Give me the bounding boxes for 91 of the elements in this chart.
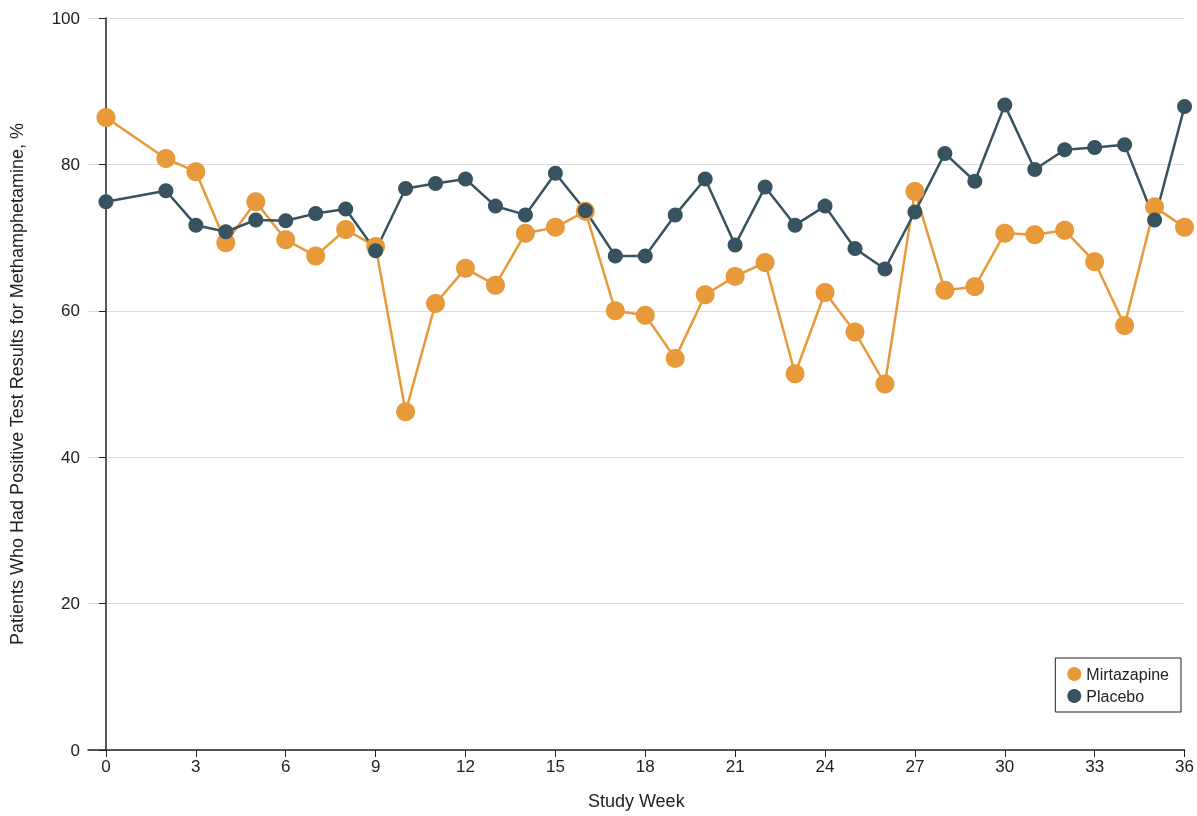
point [278,213,294,229]
point [517,207,533,223]
point [545,217,565,237]
point [396,402,416,422]
point [847,241,863,257]
point [1027,162,1043,178]
point [1175,217,1195,237]
point [458,171,473,187]
point [665,348,685,368]
point [667,207,683,223]
point [995,223,1015,243]
point [695,285,715,305]
point [96,108,116,128]
point [306,246,326,266]
x-tick-label: 15 [545,757,565,776]
point [907,204,923,220]
point [725,266,745,286]
point [308,205,324,221]
point [1117,137,1133,153]
point [815,283,835,302]
y-axis-title: Patients Who Had Positive Test Results for Methamphetamine, % [7,123,27,645]
point [605,301,625,321]
point [246,192,266,212]
x-tick-label: 12 [456,757,475,776]
point [607,248,623,264]
point [1147,212,1163,228]
point [515,223,535,243]
point [188,217,204,233]
point [1025,225,1045,245]
point [487,198,503,214]
point [98,194,114,210]
point [1087,140,1103,156]
point [845,322,865,342]
point [218,224,234,240]
y-tick-label: 40 [61,447,80,467]
point [426,293,446,313]
point [1115,315,1135,335]
point [935,280,955,300]
x-axis-title: Study Week [587,791,686,811]
y-tick-label: 0 [70,740,80,760]
point [967,173,983,189]
x-tick-label: 6 [281,757,291,776]
point [248,212,264,228]
point [186,162,206,182]
point [787,217,803,233]
point [1085,252,1105,272]
point [937,145,953,161]
y-tick-label: 100 [51,8,80,28]
point [1145,197,1165,217]
point [697,171,713,187]
point [368,243,384,259]
point [965,277,985,297]
point [877,261,893,277]
point [158,183,174,199]
x-tick-label: 36 [1175,757,1195,776]
x-tick-label: 0 [101,757,111,776]
point [905,181,925,201]
point [727,237,743,253]
point [1055,220,1075,240]
legend-label: Mirtazapine [1086,665,1170,683]
point [1057,142,1073,158]
point [875,374,895,394]
point [637,248,653,264]
point [817,198,833,214]
x-tick-label: 18 [635,757,655,776]
point [156,149,176,169]
point [276,230,296,250]
x-tick-label: 30 [995,757,1015,776]
point [785,364,805,384]
point [997,97,1013,113]
x-tick-label: 27 [905,757,925,776]
point [485,275,505,295]
x-tick-label: 9 [370,757,381,776]
x-tick-label: 33 [1085,757,1105,776]
point [1177,99,1193,115]
y-tick-label: 60 [61,301,80,321]
x-tick-label: 21 [725,757,745,776]
point [635,305,655,325]
point [336,220,356,240]
point [547,165,563,181]
point [338,201,354,217]
x-tick-label: 24 [815,757,835,776]
y-tick-label: 80 [61,154,80,174]
point [755,252,775,272]
point [757,179,773,195]
point [428,175,444,191]
legend-label: Placebo [1086,687,1145,705]
point [456,258,475,278]
y-tick-label: 20 [61,594,80,614]
point [398,181,414,197]
x-tick-label: 3 [191,757,201,776]
